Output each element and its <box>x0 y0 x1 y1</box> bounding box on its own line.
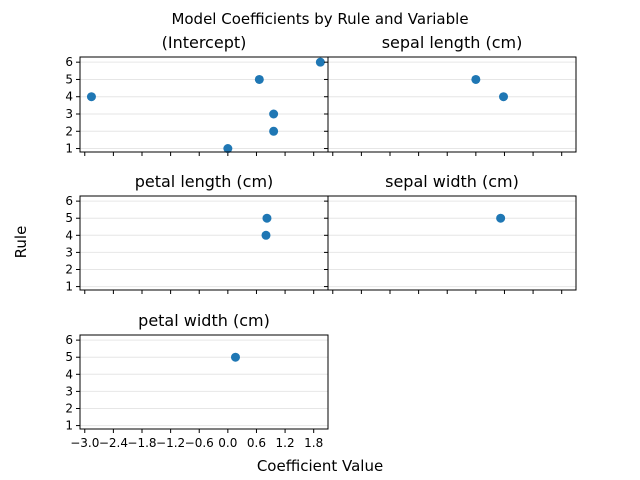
subplot-panels: (Intercept) 1 2 3 4 5 6 sepal length (cm) petal … <box>65 33 577 450</box>
y-tick-label: 1 <box>65 142 73 156</box>
x-tick-label: 0.6 <box>247 436 266 450</box>
y-tick-label: 3 <box>65 107 73 121</box>
y-tick-label: 5 <box>65 72 73 86</box>
data-point <box>269 109 279 119</box>
y-tick-label: 3 <box>65 384 73 398</box>
y-axis-label: Rule <box>12 226 30 259</box>
y-tick-label: 6 <box>65 333 73 347</box>
y-tick-label: 1 <box>65 280 73 294</box>
data-point <box>496 213 506 223</box>
subplot-title: sepal length (cm) <box>382 33 523 52</box>
x-axis-label: Coefficient Value <box>257 457 383 475</box>
axes-frame <box>79 195 329 291</box>
subplot-1: (Intercept) 1 2 3 4 5 6 <box>65 33 329 156</box>
x-tick-label: 1.2 <box>276 436 295 450</box>
subplot-title: sepal width (cm) <box>385 172 519 191</box>
y-tick-label: 2 <box>65 262 73 276</box>
subplot-title: petal length (cm) <box>135 172 274 191</box>
x-tick-label: −2.4 <box>99 436 128 450</box>
axes-frame <box>327 195 577 291</box>
subplot-title: (Intercept) <box>162 33 247 52</box>
x-tick-label: −1.2 <box>156 436 185 450</box>
x-tick-label: −1.8 <box>127 436 156 450</box>
y-tick-label: 6 <box>65 194 73 208</box>
subplot-title: petal width (cm) <box>138 311 270 330</box>
axes-frame <box>79 56 329 153</box>
x-tick-label: −0.6 <box>185 436 214 450</box>
y-tick-label: 5 <box>65 350 73 364</box>
data-point <box>499 92 509 102</box>
y-tick-label: 5 <box>65 211 73 225</box>
data-point <box>315 57 325 67</box>
data-point <box>254 74 264 84</box>
data-point <box>471 74 481 84</box>
data-point <box>230 352 240 362</box>
subplot-4: sepal width (cm) <box>324 172 577 294</box>
data-point <box>223 144 233 154</box>
data-point <box>262 213 272 223</box>
subplot-2: sepal length (cm) <box>324 33 577 156</box>
y-tick-label: 2 <box>65 124 73 138</box>
y-tick-label: 1 <box>65 419 73 433</box>
x-tick-label: 0.0 <box>218 436 237 450</box>
x-tick-label: 1.8 <box>304 436 323 450</box>
data-point <box>261 230 271 240</box>
subplot-3: petal length (cm) 1 2 3 4 5 6 <box>65 172 329 294</box>
data-point <box>86 92 96 102</box>
y-tick-label: 3 <box>65 245 73 259</box>
y-tick-label: 4 <box>65 90 73 104</box>
axes-frame <box>327 56 577 153</box>
y-tick-label: 4 <box>65 228 73 242</box>
x-tick-label: −3.0 <box>70 436 99 450</box>
axes-frame <box>79 334 329 430</box>
subplot-5: petal width (cm) 1 2 3 4 5 6 −3.0 −2.4 −1.8 −1.2 −0… <box>65 311 329 450</box>
y-tick-label: 6 <box>65 55 73 69</box>
data-point <box>269 126 279 136</box>
y-tick-label: 2 <box>65 401 73 415</box>
y-tick-label: 4 <box>65 367 73 381</box>
chart-suptitle: Model Coefficients by Rule and Variable <box>171 10 468 28</box>
